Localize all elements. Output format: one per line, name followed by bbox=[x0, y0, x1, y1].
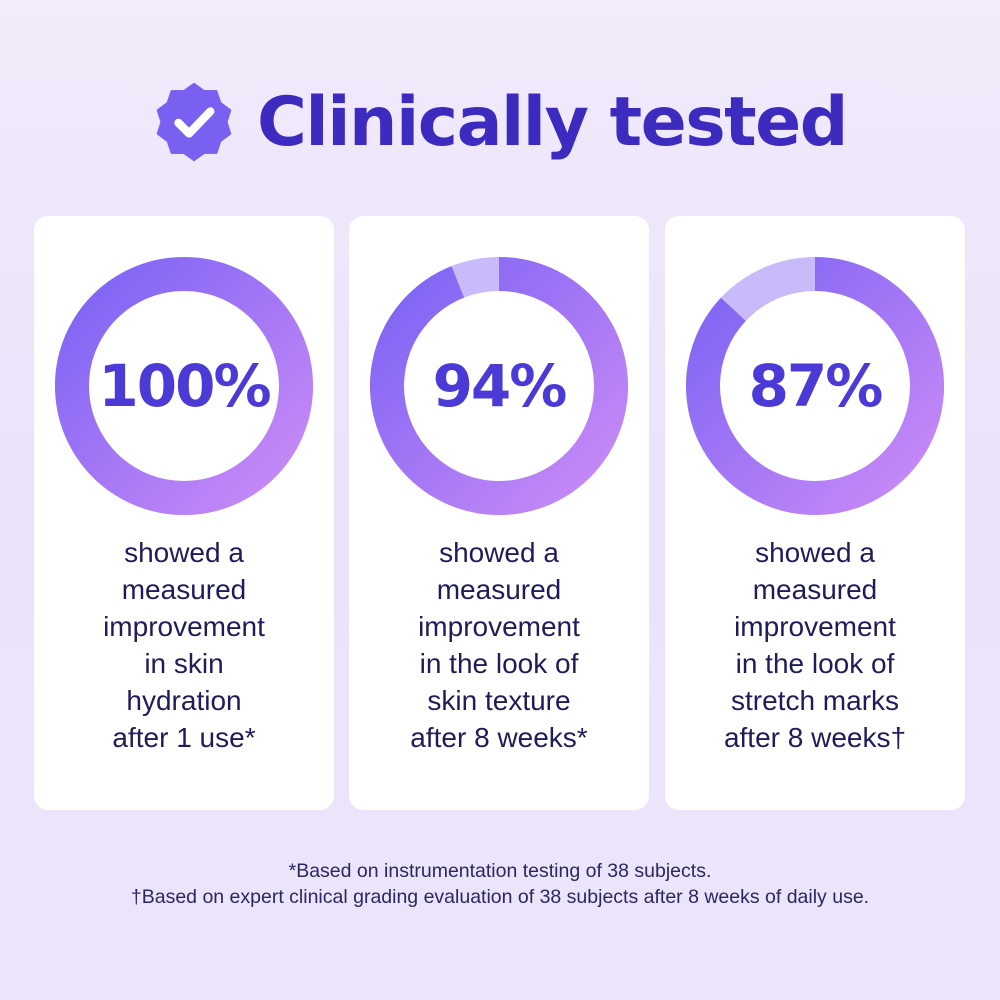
description-line: skin texture bbox=[427, 685, 571, 716]
check-badge-icon bbox=[156, 82, 232, 162]
progress-ring: 87% bbox=[685, 256, 945, 516]
description-line: after 8 weeks* bbox=[410, 722, 588, 753]
page-title: Clinically tested bbox=[257, 82, 848, 162]
description-line: hydration bbox=[126, 685, 242, 716]
description-line: showed a bbox=[439, 537, 559, 568]
description-line: in the look of bbox=[419, 648, 579, 679]
percent-value: 94% bbox=[432, 352, 568, 420]
stat-description: showed a measured improvement in the loo… bbox=[359, 534, 639, 756]
progress-ring-graphic bbox=[686, 257, 944, 515]
progress-ring: 94% bbox=[369, 256, 629, 516]
description-line: improvement bbox=[103, 611, 265, 642]
footnote: †Based on expert clinical grading evalua… bbox=[130, 886, 870, 908]
description-line: measured bbox=[121, 574, 247, 605]
footnotes: *Based on instrumentation testing of 38 … bbox=[0, 858, 1000, 910]
description-line: measured bbox=[436, 574, 562, 605]
footnote: *Based on instrumentation testing of 38 … bbox=[288, 860, 712, 882]
description-line: measured bbox=[752, 574, 878, 605]
percent-value: 87% bbox=[748, 352, 884, 420]
description-line: after 1 use* bbox=[112, 722, 256, 753]
progress-ring-graphic bbox=[55, 257, 313, 515]
stat-card-texture: 94% showed a measured improvement in the… bbox=[349, 216, 649, 810]
stat-card-stretch-marks: 87% showed a measured improvement in the… bbox=[665, 216, 965, 810]
description-line: stretch marks bbox=[730, 685, 900, 716]
ring-progress-arc bbox=[55, 257, 313, 515]
description-line: improvement bbox=[734, 611, 896, 642]
stat-card-hydration: 100% showed a measured improvement in sk… bbox=[34, 216, 334, 810]
description-line: in the look of bbox=[735, 648, 895, 679]
stat-description: showed a measured improvement in skin hy… bbox=[44, 534, 324, 756]
progress-ring-graphic bbox=[370, 257, 628, 515]
progress-ring: 100% bbox=[54, 256, 314, 516]
description-line: showed a bbox=[755, 537, 875, 568]
stat-description: showed a measured improvement in the loo… bbox=[675, 534, 955, 756]
percent-value: 100% bbox=[98, 352, 271, 420]
description-line: in skin bbox=[144, 648, 224, 679]
header: Clinically tested bbox=[0, 72, 1000, 172]
ring-progress-arc bbox=[370, 257, 628, 515]
description-line: after 8 weeks† bbox=[723, 722, 907, 753]
description-line: showed a bbox=[124, 537, 244, 568]
description-line: improvement bbox=[418, 611, 580, 642]
ring-progress-arc bbox=[686, 257, 944, 515]
